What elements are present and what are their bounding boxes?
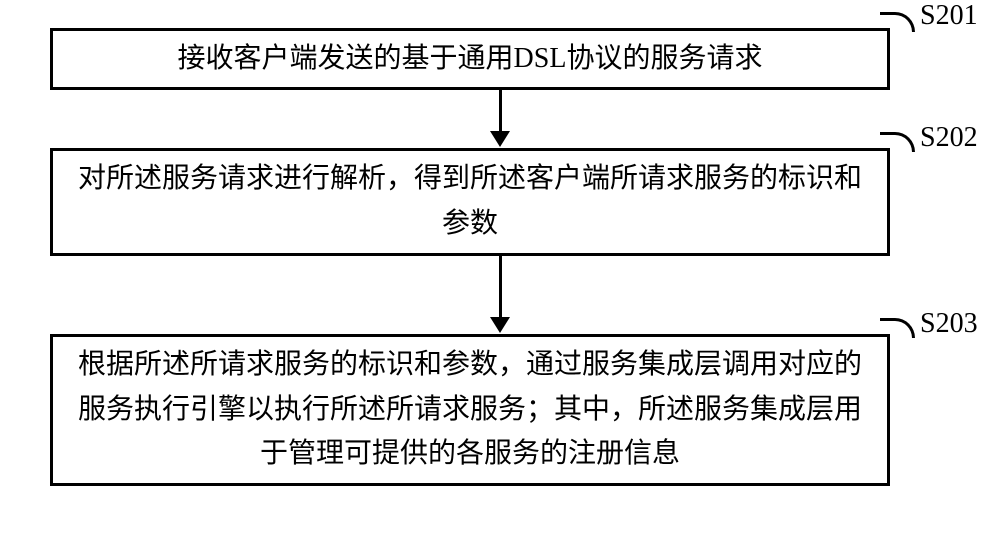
step-label-3: S203: [920, 308, 978, 340]
step-text: 接收客户端发送的基于通用DSL协议的服务请求: [178, 37, 763, 82]
step-box-1: 接收客户端发送的基于通用DSL协议的服务请求: [50, 28, 890, 90]
flowchart-container: S201 接收客户端发送的基于通用DSL协议的服务请求 S202 对所述服务请求…: [0, 0, 1000, 547]
step-text: 根据所述所请求服务的标识和参数，通过服务集成层调用对应的服务执行引擎以执行所述所…: [73, 343, 867, 477]
step-box-3: 根据所述所请求服务的标识和参数，通过服务集成层调用对应的服务执行引擎以执行所述所…: [50, 334, 890, 486]
flow-arrow: [490, 256, 510, 333]
step-text: 对所述服务请求进行解析，得到所述客户端所请求服务的标识和参数: [73, 157, 867, 247]
flow-arrow: [490, 90, 510, 147]
step-label-2: S202: [920, 122, 978, 154]
step-label-1: S201: [920, 0, 978, 32]
step-box-2: 对所述服务请求进行解析，得到所述客户端所请求服务的标识和参数: [50, 148, 890, 256]
